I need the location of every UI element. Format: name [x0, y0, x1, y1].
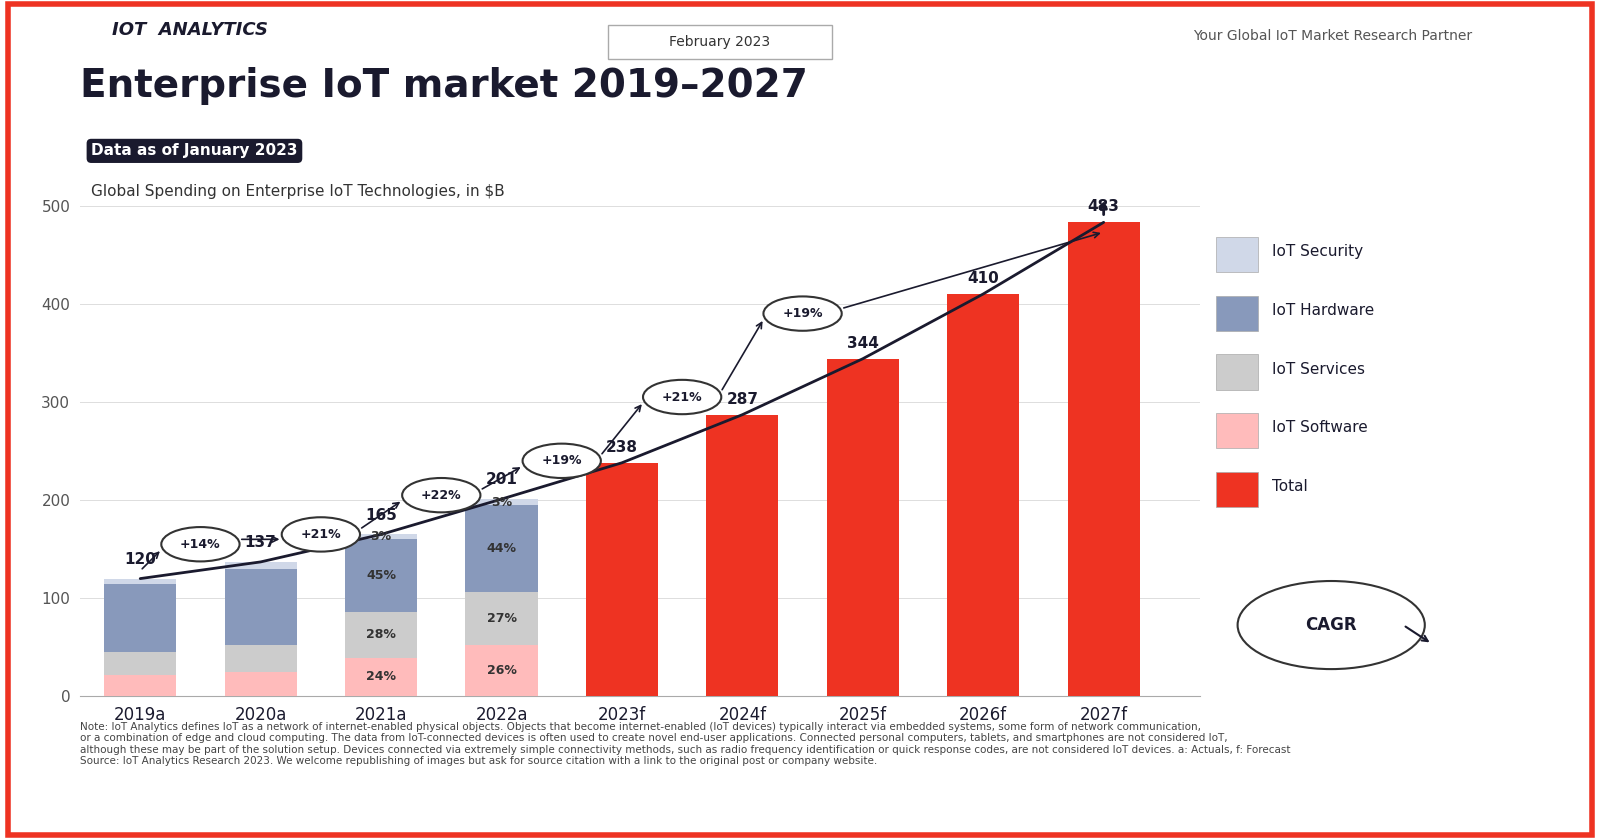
Bar: [104, 652, 176, 675]
Ellipse shape: [1238, 581, 1424, 670]
Bar: [466, 591, 538, 645]
Text: IoT Services: IoT Services: [1272, 362, 1365, 377]
Text: IOT  ANALYTICS: IOT ANALYTICS: [112, 21, 269, 39]
Text: Data as of January 2023: Data as of January 2023: [91, 143, 298, 159]
Text: +19%: +19%: [782, 307, 822, 320]
Text: +21%: +21%: [301, 528, 341, 541]
Text: 287: 287: [726, 392, 758, 407]
Text: 26%: 26%: [486, 664, 517, 677]
Text: IoT Software: IoT Software: [1272, 420, 1368, 435]
Text: 45%: 45%: [366, 569, 397, 582]
Text: 120: 120: [125, 552, 157, 567]
Text: 137: 137: [245, 535, 277, 550]
Text: February 2023: February 2023: [669, 35, 771, 49]
Ellipse shape: [282, 518, 360, 551]
Text: +14%: +14%: [181, 538, 221, 550]
Bar: [346, 539, 418, 612]
Bar: [466, 645, 538, 696]
Bar: [104, 585, 176, 652]
Text: IoT Security: IoT Security: [1272, 244, 1363, 259]
Text: +21%: +21%: [662, 390, 702, 404]
Text: 238: 238: [606, 440, 638, 455]
Bar: [346, 612, 418, 658]
Bar: [104, 579, 176, 585]
Bar: [346, 658, 418, 696]
Text: +22%: +22%: [421, 488, 462, 502]
Text: IoT Hardware: IoT Hardware: [1272, 303, 1374, 318]
Bar: [224, 645, 296, 672]
Bar: [346, 534, 418, 539]
Text: Total: Total: [1272, 479, 1309, 494]
Text: 483: 483: [1088, 200, 1120, 215]
Text: 410: 410: [968, 271, 998, 286]
Bar: [947, 294, 1019, 696]
Ellipse shape: [523, 444, 602, 478]
Text: 201: 201: [485, 472, 517, 487]
Text: Enterprise IoT market 2019–2027: Enterprise IoT market 2019–2027: [80, 67, 808, 105]
Ellipse shape: [162, 527, 240, 561]
Text: Global Spending on Enterprise IoT Technologies, in $B: Global Spending on Enterprise IoT Techno…: [91, 184, 506, 199]
Bar: [224, 672, 296, 696]
Text: CAGR: CAGR: [1306, 616, 1357, 634]
Bar: [1216, 355, 1258, 389]
Ellipse shape: [763, 296, 842, 331]
Bar: [1067, 222, 1139, 696]
Bar: [466, 499, 538, 505]
Text: 24%: 24%: [366, 670, 397, 684]
Text: 3%: 3%: [371, 530, 392, 544]
Text: 44%: 44%: [486, 542, 517, 555]
Text: 3%: 3%: [491, 496, 512, 508]
Text: 27%: 27%: [486, 612, 517, 625]
Bar: [104, 675, 176, 696]
Bar: [586, 463, 658, 696]
Bar: [706, 414, 779, 696]
Ellipse shape: [643, 380, 722, 414]
Bar: [224, 569, 296, 645]
Text: +19%: +19%: [541, 454, 582, 467]
Text: Note: IoT Analytics defines IoT as a network of internet-enabled physical object: Note: IoT Analytics defines IoT as a net…: [80, 722, 1291, 766]
Bar: [1216, 472, 1258, 507]
Bar: [827, 359, 899, 696]
Ellipse shape: [402, 478, 480, 513]
Bar: [466, 505, 538, 591]
Bar: [1216, 237, 1258, 272]
Bar: [224, 562, 296, 569]
Bar: [1216, 296, 1258, 331]
Text: 28%: 28%: [366, 628, 397, 641]
Text: 165: 165: [365, 508, 397, 523]
Bar: [1216, 414, 1258, 449]
Text: Your Global IoT Market Research Partner: Your Global IoT Market Research Partner: [1194, 29, 1472, 44]
Text: 344: 344: [846, 336, 878, 351]
